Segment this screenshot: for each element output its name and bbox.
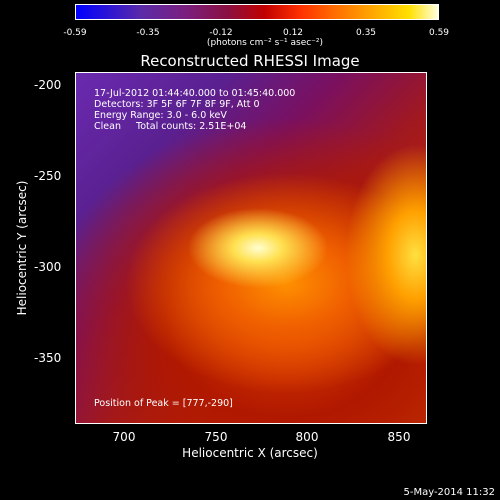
colorbar-tick: 0.59 <box>428 28 450 38</box>
y-tick: -300 <box>34 260 62 274</box>
y-tick: -250 <box>34 169 62 183</box>
colorbar <box>75 4 439 20</box>
info-counts: Clean Total counts: 2.51E+04 <box>94 121 247 132</box>
x-tick: 800 <box>295 430 319 444</box>
peak-position: Position of Peak = [777,-290] <box>94 398 233 409</box>
colorbar-tick: 0.12 <box>282 28 304 38</box>
y-tick: -350 <box>34 351 62 365</box>
heatmap-plot: 17-Jul-2012 01:44:40.000 to 01:45:40.000… <box>75 72 427 424</box>
colorbar-tick: -0.12 <box>209 28 233 38</box>
y-axis-label: Heliocentric Y (arcsec) <box>15 180 29 316</box>
info-energy: Energy Range: 3.0 - 6.0 keV <box>94 110 227 121</box>
footer-date: 5-May-2014 11:32 <box>403 487 495 498</box>
x-tick: 700 <box>112 430 136 444</box>
x-tick: 750 <box>204 430 228 444</box>
info-detectors: Detectors: 3F 5F 6F 7F 8F 9F, Att 0 <box>94 99 260 110</box>
chart-title: Reconstructed RHESSI Image <box>140 52 360 70</box>
heatmap-image <box>76 73 426 423</box>
y-tick: -200 <box>34 78 62 92</box>
colorbar-tick: -0.59 <box>63 28 87 38</box>
colorbar-tick: -0.35 <box>136 28 160 38</box>
colorbar-unit: (photons cm⁻² s⁻¹ asec⁻²) <box>206 38 324 48</box>
info-time: 17-Jul-2012 01:44:40.000 to 01:45:40.000 <box>94 88 296 99</box>
x-tick: 850 <box>387 430 411 444</box>
x-axis-label: Heliocentric X (arcsec) <box>182 446 318 460</box>
colorbar-tick: 0.35 <box>355 28 377 38</box>
